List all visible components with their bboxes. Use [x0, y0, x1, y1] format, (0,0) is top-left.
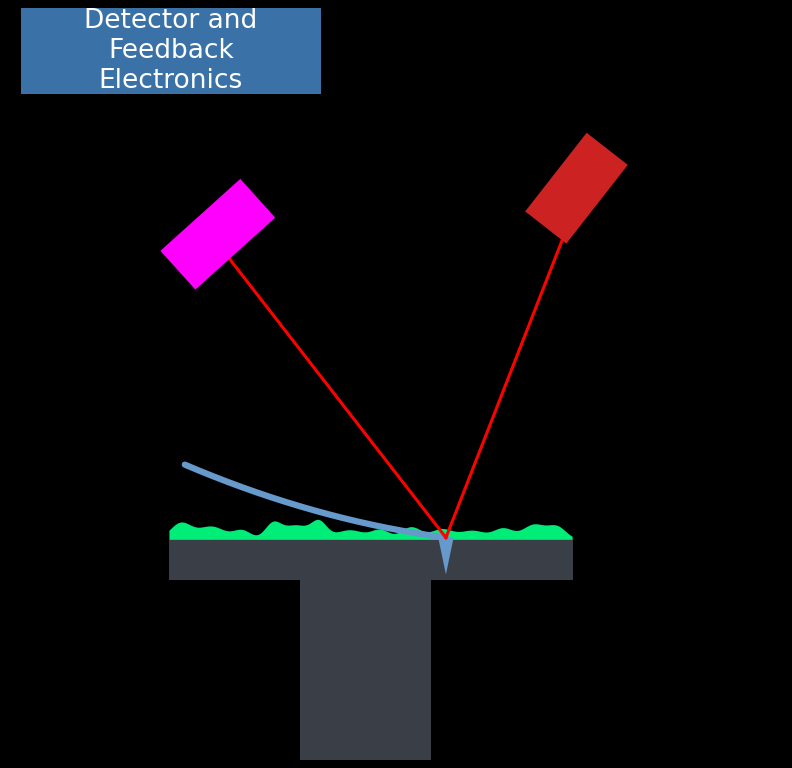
Polygon shape — [169, 520, 573, 540]
FancyBboxPatch shape — [169, 540, 573, 580]
Polygon shape — [438, 538, 454, 574]
Text: Detector and
Feedback
Electronics: Detector and Feedback Electronics — [85, 8, 257, 94]
Polygon shape — [161, 179, 276, 290]
FancyBboxPatch shape — [21, 8, 321, 94]
FancyBboxPatch shape — [300, 578, 431, 760]
Polygon shape — [525, 133, 628, 243]
